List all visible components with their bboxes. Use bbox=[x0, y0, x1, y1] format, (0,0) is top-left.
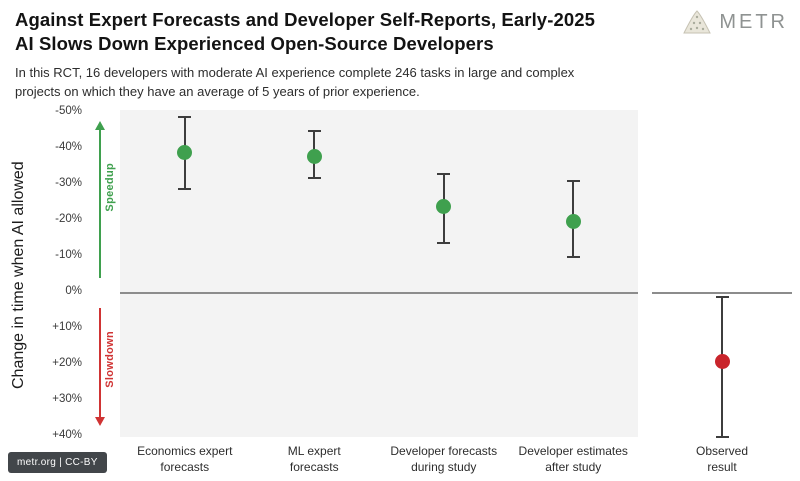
data-point bbox=[436, 199, 452, 215]
chart-subtitle-line1: In this RCT, 16 developers with moderate… bbox=[15, 65, 575, 81]
plot-area bbox=[120, 110, 638, 437]
zero-line-observed bbox=[652, 292, 792, 294]
category-label-line: Observed bbox=[695, 444, 749, 458]
category-label-line: Developer estimates bbox=[518, 444, 628, 458]
chart-subtitle-line2: projects on which they have an average o… bbox=[15, 83, 420, 99]
category-label-line: result bbox=[707, 459, 737, 474]
data-point bbox=[306, 148, 322, 164]
tick-label: -40% bbox=[55, 141, 82, 153]
category-label: Economics expert forecasts bbox=[105, 444, 265, 475]
tick-label: -20% bbox=[55, 213, 82, 225]
metr-logo-text: METR bbox=[719, 10, 788, 33]
category-label: Developer estimates after study bbox=[493, 444, 653, 475]
tick-label: 0% bbox=[65, 285, 82, 297]
chart-subtitle: In this RCT, 16 developers with moderate… bbox=[15, 64, 595, 102]
error-bar-cap bbox=[178, 115, 192, 118]
error-bar-cap bbox=[307, 130, 321, 132]
category-label-line: after study bbox=[545, 459, 602, 474]
data-point bbox=[714, 353, 730, 369]
tick-label: -10% bbox=[55, 249, 82, 261]
error-bar-cap bbox=[178, 187, 192, 190]
error-bar-cap bbox=[437, 241, 451, 244]
error-bar-cap bbox=[566, 256, 580, 258]
error-bar-cap bbox=[307, 176, 321, 179]
category-label-line: during study bbox=[411, 459, 477, 474]
header: Against Expert Forecasts and Developer S… bbox=[15, 8, 595, 102]
data-point bbox=[177, 145, 193, 161]
tick-label: -50% bbox=[55, 105, 82, 117]
tick-label: +40% bbox=[52, 429, 82, 441]
category-label: Observed result bbox=[642, 444, 800, 475]
speedup-arrow-head-icon bbox=[95, 121, 105, 130]
error-bar-cap bbox=[437, 173, 451, 176]
speedup-label: Speedup bbox=[104, 163, 116, 212]
tick-label: +20% bbox=[52, 357, 82, 369]
category-label-line: Economics expert bbox=[137, 444, 233, 458]
category-label: ML expert forecasts bbox=[234, 444, 394, 475]
slowdown-arrow-shaft bbox=[99, 308, 101, 418]
chart-title-line2: AI Slows Down Experienced Open-Source De… bbox=[15, 33, 494, 55]
error-bar-cap bbox=[715, 436, 729, 438]
metr-logo: METR bbox=[682, 9, 788, 35]
error-bar-cap bbox=[566, 180, 580, 183]
slowdown-arrow-head-icon bbox=[95, 417, 105, 426]
chart-title-line1: Against Expert Forecasts and Developer S… bbox=[15, 9, 596, 30]
error-bar-cap bbox=[715, 295, 729, 298]
tick-label: -30% bbox=[55, 177, 82, 189]
zero-line bbox=[120, 292, 638, 294]
speedup-arrow-shaft bbox=[99, 129, 101, 278]
category-label-line: forecasts bbox=[160, 459, 210, 474]
license-badge: metr.org | CC-BY bbox=[8, 452, 107, 473]
category-label-line: ML expert bbox=[287, 444, 341, 458]
category-label-line: forecasts bbox=[289, 459, 339, 474]
tick-label: +30% bbox=[52, 393, 82, 405]
category-label: Developer forecasts during study bbox=[364, 444, 524, 475]
y-axis-title: Change in time when AI allowed bbox=[10, 161, 27, 389]
metr-logo-icon bbox=[683, 10, 712, 34]
chart-title: Against Expert Forecasts and Developer S… bbox=[15, 8, 595, 56]
data-point bbox=[565, 213, 581, 229]
category-label-line: Developer forecasts bbox=[390, 444, 498, 458]
slowdown-label: Slowdown bbox=[104, 331, 116, 388]
tick-label: +10% bbox=[52, 321, 82, 333]
